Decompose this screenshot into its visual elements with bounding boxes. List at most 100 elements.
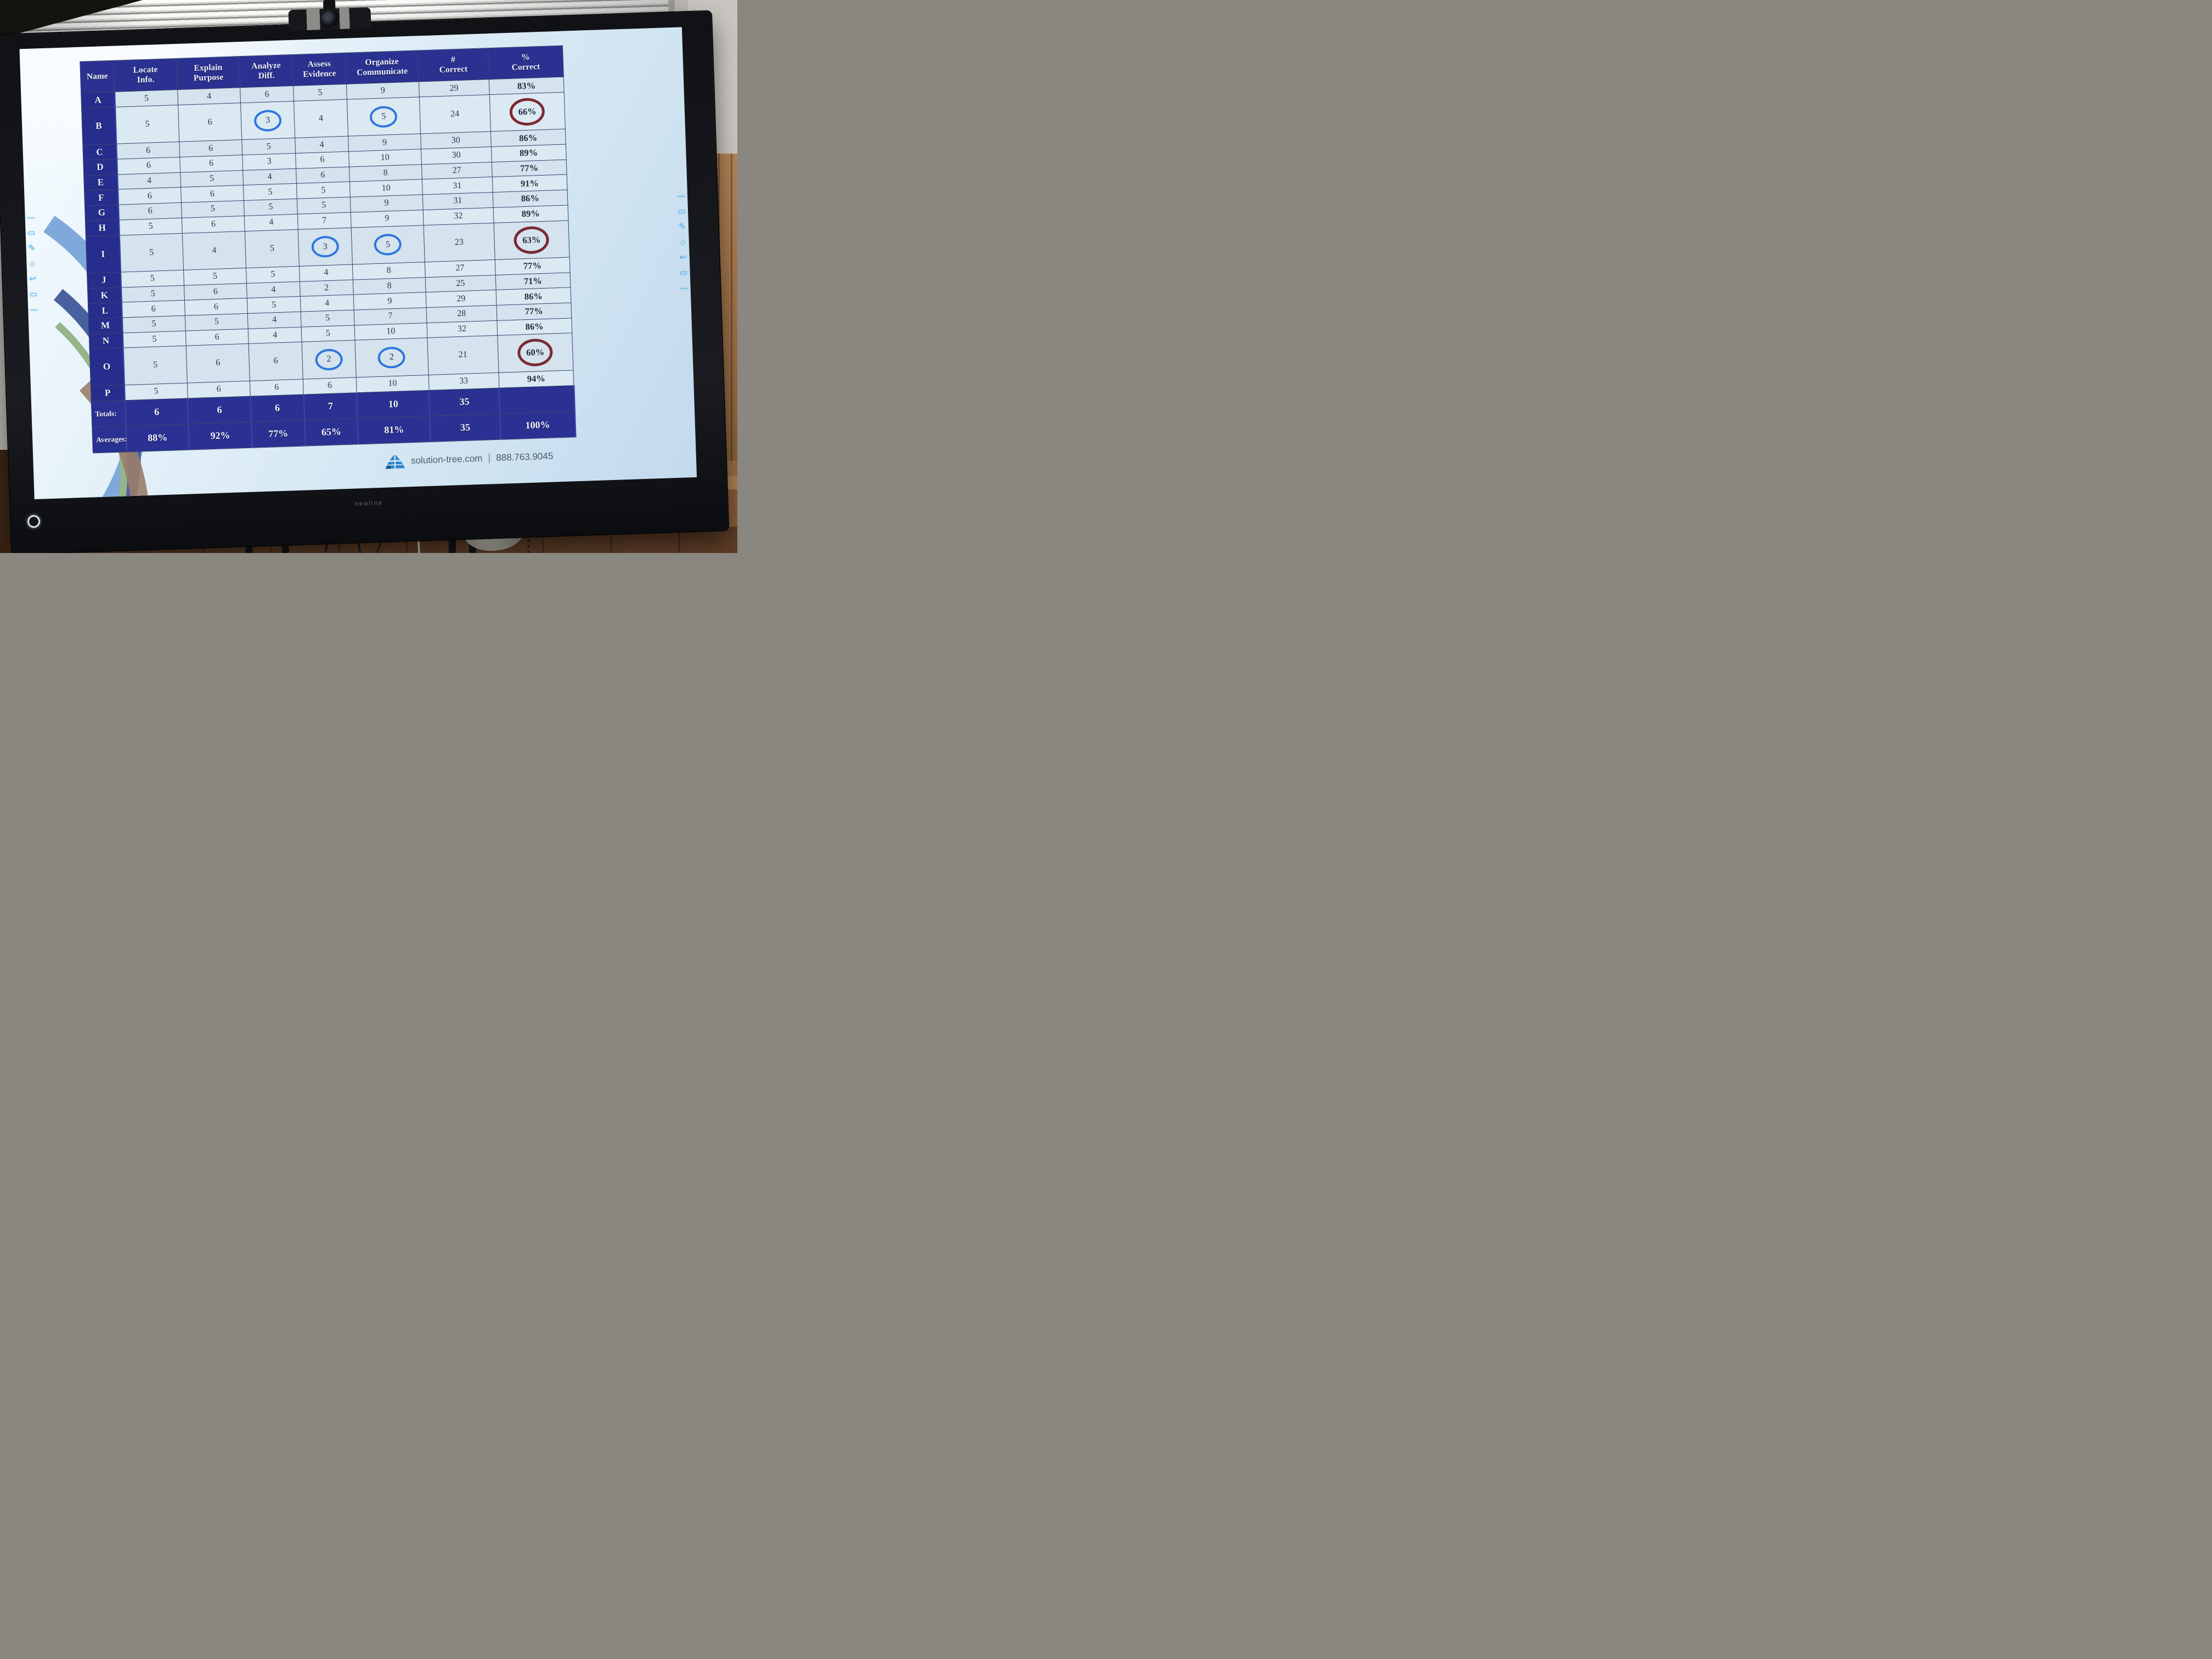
undo-icon[interactable]: ↩: [679, 252, 687, 262]
score-cell: 6: [303, 377, 357, 394]
score-cell: 6: [250, 379, 304, 396]
score-cell: 3: [242, 153, 296, 171]
footer-phone: 888.763.9045: [495, 450, 554, 463]
score-cell: 23: [423, 222, 495, 262]
row-label: I: [86, 235, 121, 273]
score-cell: 8: [349, 164, 422, 182]
score-cell: 5: [185, 313, 249, 331]
row-label: C: [82, 144, 117, 161]
score-cell: 5: [246, 266, 300, 283]
score-cell: 3: [298, 227, 353, 267]
score-cell: 4: [182, 230, 246, 270]
row-label: F: [84, 189, 119, 206]
summary-cell: 35: [430, 413, 501, 442]
score-cell: 10: [354, 323, 427, 341]
screen-share-icon[interactable]: ▭: [27, 228, 36, 238]
score-cell: 24: [419, 94, 491, 134]
score-cell: 4: [299, 264, 353, 281]
blue-circle-annotation: 3: [311, 235, 340, 258]
score-cell: 5: [123, 346, 188, 385]
row-label: D: [83, 159, 118, 176]
header-column: # Correct: [417, 48, 489, 82]
score-cell: 5: [119, 233, 184, 272]
score-cell: 6: [184, 283, 247, 301]
pen-icon[interactable]: ✎: [28, 243, 36, 253]
row-label: P: [91, 385, 125, 402]
score-cell: 6: [179, 155, 243, 173]
score-cell: 21: [427, 335, 499, 375]
summary-cell: 35: [428, 387, 500, 416]
header-column: Assess Evidence: [292, 53, 347, 86]
header-column: Analyze Diff.: [239, 54, 294, 88]
score-cell: 6: [185, 343, 250, 383]
score-cell: 6: [179, 139, 242, 157]
score-cell: 6: [118, 202, 182, 220]
score-cell: 6: [187, 380, 251, 398]
undo-icon[interactable]: ↩: [29, 274, 37, 284]
score-cell: 6: [121, 300, 185, 318]
screen-share-icon[interactable]: ▭: [678, 206, 686, 216]
header-column: Locate Info.: [114, 58, 178, 92]
score-cell: 5: [181, 200, 245, 218]
summary-cell: 10: [357, 390, 430, 419]
blue-circle-annotation: 5: [369, 105, 398, 128]
score-cell: 5: [120, 270, 184, 287]
row-label: O: [89, 348, 125, 386]
score-cell: 6: [182, 216, 245, 233]
header-column: % Correct: [488, 46, 564, 80]
blue-circle-annotation: 5: [374, 233, 402, 256]
score-cell: 9: [348, 134, 421, 152]
averages-row-label: Averages:: [92, 426, 127, 453]
score-cell: 4: [294, 99, 348, 138]
score-cell: 10: [356, 375, 429, 393]
home-icon[interactable]: ⌂: [30, 258, 35, 268]
drag-handle-icon[interactable]: —: [26, 212, 35, 222]
side-toolbar-right: — ▭ ✎ ⌂ ↩ ▭ —: [676, 189, 690, 295]
summary-cell: 100%: [500, 411, 576, 439]
summary-cell: 92%: [188, 421, 252, 450]
row-label: N: [89, 332, 123, 349]
score-cell: 5: [243, 183, 297, 201]
monitor-icon[interactable]: ▭: [679, 267, 688, 278]
score-cell: 5: [115, 105, 179, 144]
score-cell: 4: [247, 312, 302, 329]
score-cell: 4: [177, 87, 241, 105]
score-cell: 5: [301, 309, 354, 327]
summary-cell: 77%: [251, 420, 306, 448]
summary-cell: 6: [188, 396, 252, 424]
home-icon[interactable]: ⌂: [680, 236, 686, 247]
drag-handle-icon[interactable]: —: [680, 283, 689, 293]
score-cell: 5: [351, 225, 425, 264]
score-cell: 2: [302, 340, 357, 379]
score-cell: 6: [116, 142, 180, 160]
summary-cell: 88%: [126, 424, 190, 452]
score-cell: 5: [245, 229, 300, 268]
score-cell: 5: [183, 268, 247, 285]
summary-cell: [499, 385, 575, 414]
score-cell: 5: [296, 182, 351, 199]
summary-cell: 7: [303, 392, 358, 420]
maroon-circle-annotation: 60%: [517, 338, 554, 368]
score-cell: 4: [242, 168, 297, 185]
score-cell: 7: [354, 307, 427, 325]
score-cell: 5: [124, 382, 188, 400]
score-cell: 4: [248, 326, 302, 344]
score-cell: 5: [180, 170, 244, 188]
score-cell: 10: [348, 149, 422, 167]
monitor-icon[interactable]: ▭: [29, 289, 38, 299]
screen: Name Locate Info. Explain Purpose Analyze D…: [19, 27, 697, 499]
drag-handle-icon[interactable]: —: [30, 304, 38, 314]
score-cell: 5: [297, 197, 351, 215]
score-cell: 29: [419, 79, 489, 97]
row-label: M: [88, 317, 123, 334]
score-cell: 6: [184, 298, 248, 316]
row-label: G: [84, 205, 119, 221]
interactive-display: Name Locate Info. Explain Purpose Analyze D…: [0, 0, 729, 553]
score-cell: 2: [300, 279, 354, 297]
pen-icon[interactable]: ✎: [678, 221, 686, 232]
drag-handle-icon[interactable]: —: [676, 190, 686, 201]
score-cell: 8: [352, 262, 426, 280]
row-label: H: [85, 219, 120, 236]
score-cell: 8: [353, 277, 426, 295]
summary-cell: 6: [125, 398, 189, 426]
